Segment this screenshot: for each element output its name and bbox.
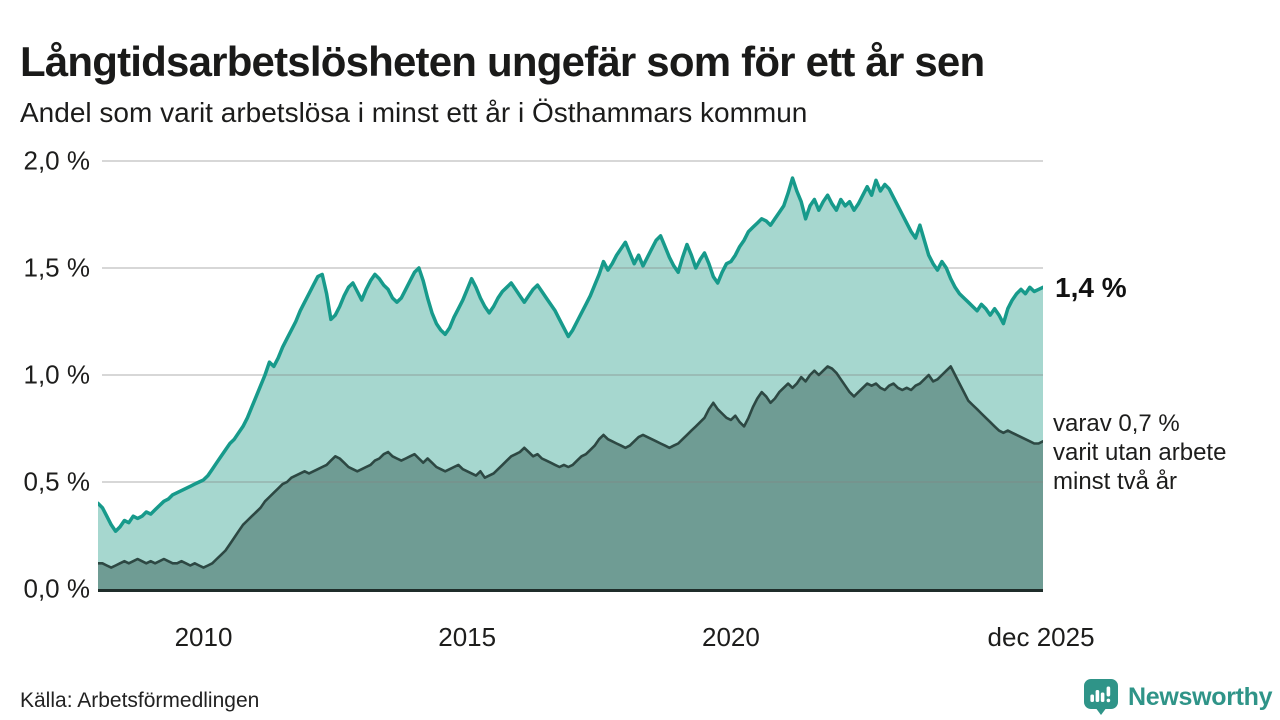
- newsworthy-wordmark: Newsworthy: [1128, 682, 1273, 711]
- y-tick-label: 1,5 %: [23, 252, 91, 283]
- y-tick-label: 2,0 %: [23, 145, 91, 176]
- page-title: Långtidsarbetslösheten ungefär som för e…: [20, 38, 985, 86]
- newsworthy-bubble-chart-icon: [1084, 679, 1118, 715]
- x-tick-label: dec 2025: [987, 622, 1095, 652]
- x-tick-label: 2015: [438, 622, 497, 652]
- x-tick-label: 2020: [701, 622, 760, 652]
- y-tick-label: 0,5 %: [23, 466, 91, 497]
- two-year-annotation-line: varit utan arbete: [1053, 439, 1227, 466]
- plot-area: [96, 150, 1045, 596]
- two-year-annotation-line: minst två år: [1053, 468, 1178, 495]
- chart-subtitle: Andel som varit arbetslösa i minst ett å…: [20, 97, 808, 128]
- y-tick-label: 1,0 %: [23, 359, 91, 390]
- area-chart-svg: [96, 160, 1045, 592]
- y-tick-label: 0,0 %: [23, 573, 91, 604]
- source-credit: Källa: Arbetsförmedlingen: [20, 689, 260, 712]
- x-tick-label: 2010: [174, 622, 233, 652]
- two-year-annotation: varav 0,7 % varit utan arbete minst två …: [1053, 409, 1226, 496]
- latest-value-label: 1,4 %: [1055, 272, 1127, 303]
- newsworthy-logo: Newsworthy: [1082, 678, 1273, 716]
- two-year-annotation-line: varav 0,7 %: [1053, 410, 1180, 437]
